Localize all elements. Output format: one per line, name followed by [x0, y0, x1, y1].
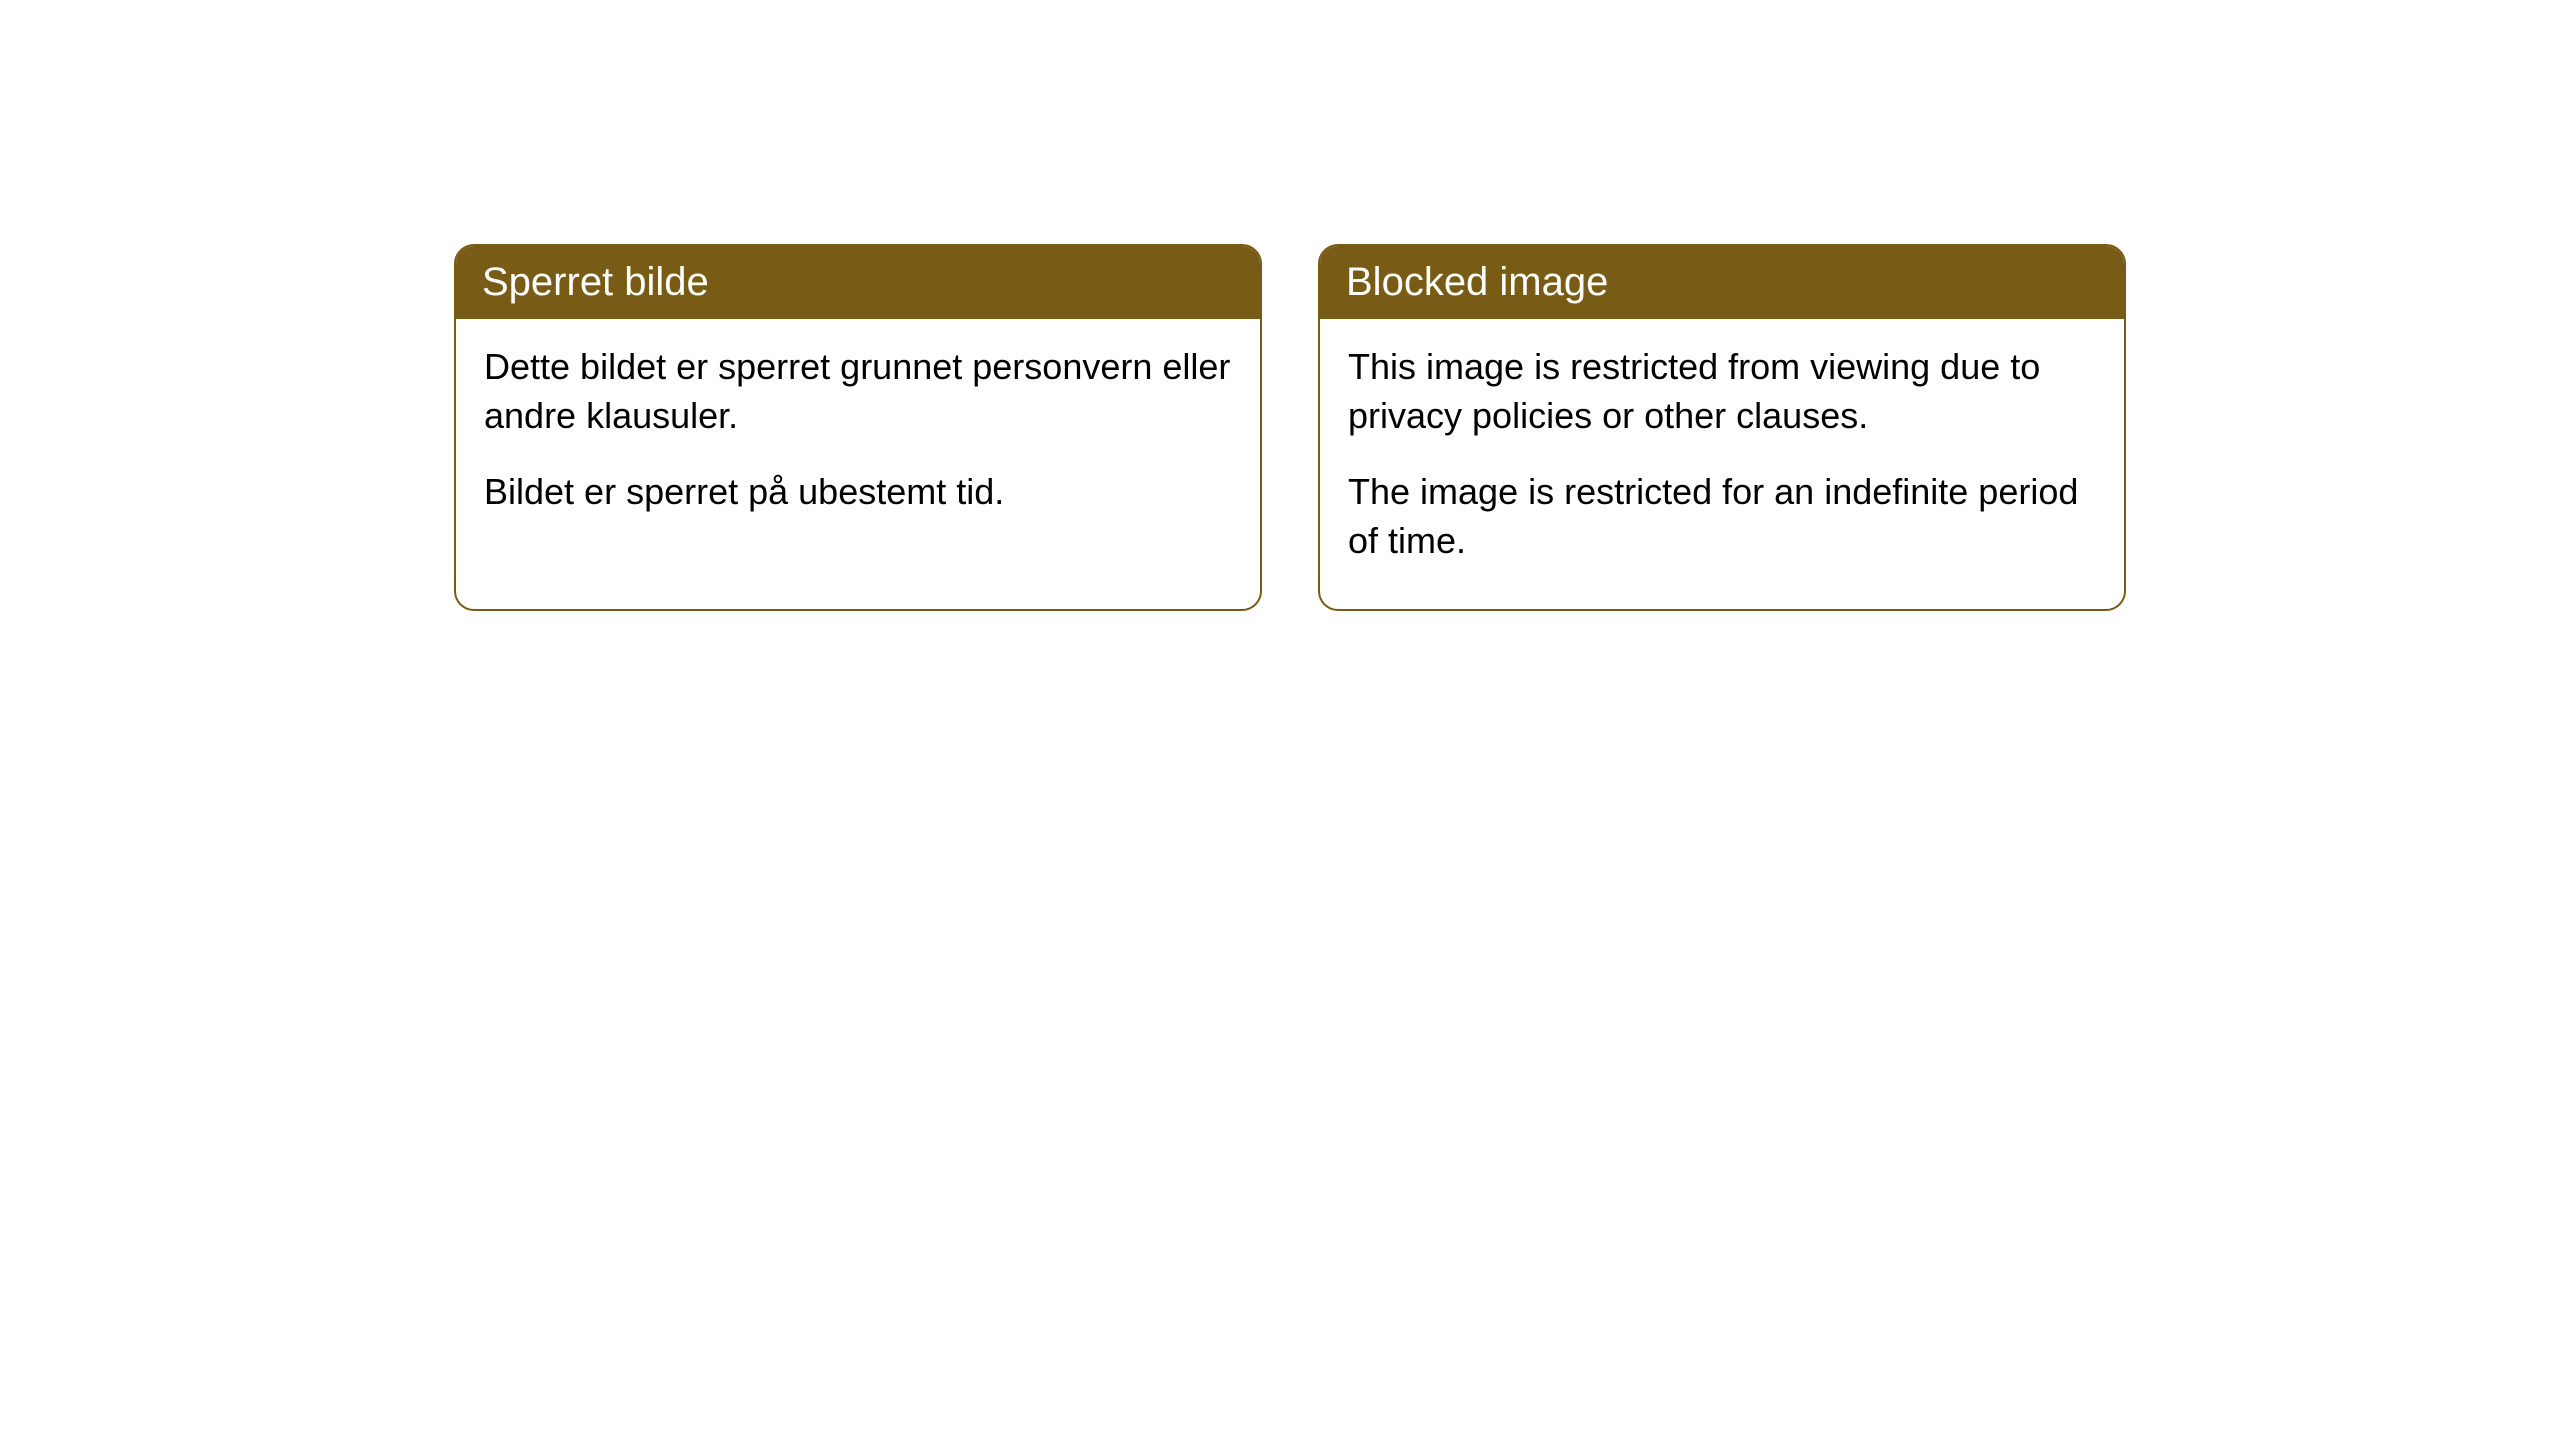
blocked-image-card-english: Blocked image This image is restricted f… [1318, 244, 2126, 611]
card-body-norwegian: Dette bildet er sperret grunnet personve… [456, 319, 1260, 561]
card-text-english-2: The image is restricted for an indefinit… [1348, 468, 2096, 565]
card-text-norwegian-1: Dette bildet er sperret grunnet personve… [484, 343, 1232, 440]
card-header-english: Blocked image [1320, 246, 2124, 319]
card-header-norwegian: Sperret bilde [456, 246, 1260, 319]
cards-container: Sperret bilde Dette bildet er sperret gr… [0, 0, 2560, 611]
card-text-english-1: This image is restricted from viewing du… [1348, 343, 2096, 440]
blocked-image-card-norwegian: Sperret bilde Dette bildet er sperret gr… [454, 244, 1262, 611]
card-body-english: This image is restricted from viewing du… [1320, 319, 2124, 609]
card-text-norwegian-2: Bildet er sperret på ubestemt tid. [484, 468, 1232, 517]
